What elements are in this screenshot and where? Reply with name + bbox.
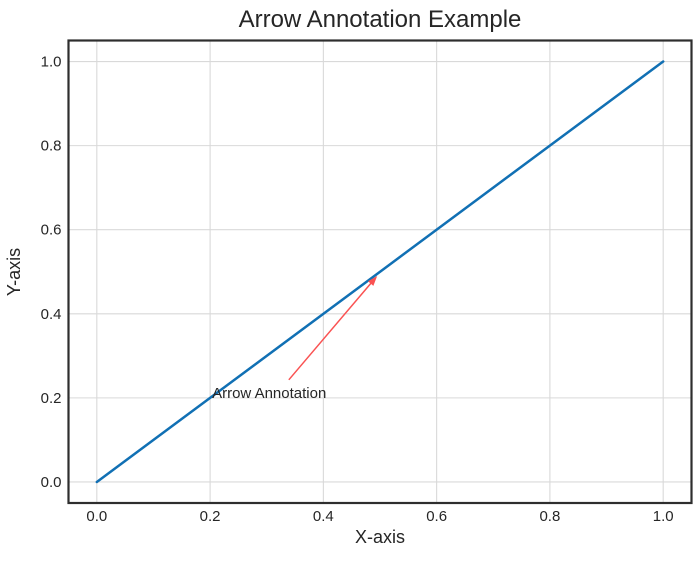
y-tick-label: 0.0 — [41, 474, 62, 491]
annotation-layer: Arrow Annotation — [212, 275, 378, 402]
x-tick-label: 0.6 — [426, 508, 447, 525]
plot-frame — [67, 39, 693, 505]
ticklabel-layer: 0.0 0.2 0.4 0.6 0.8 1.0 0.0 0.2 0.4 0.6 0.8 1.0 — [41, 54, 674, 525]
y-tick-label: 1.0 — [41, 54, 62, 71]
annotation-text: Arrow Annotation — [212, 385, 326, 402]
y-tick-label: 0.8 — [41, 138, 62, 155]
x-axis-label: X-axis — [355, 527, 405, 547]
annotation-arrow-head — [368, 275, 378, 286]
y-tick-label: 0.4 — [41, 306, 62, 323]
x-tick-label: 0.2 — [200, 508, 221, 525]
x-tick-label: 0.8 — [539, 508, 560, 525]
series-layer — [95, 60, 665, 484]
y-axis-label: Y-axis — [4, 248, 24, 296]
data-line — [95, 60, 665, 484]
x-tick-label: 0.0 — [86, 508, 107, 525]
y-tick-label: 0.6 — [41, 222, 62, 239]
x-tick-label: 0.4 — [313, 508, 334, 525]
x-tick-label: 1.0 — [653, 508, 674, 525]
annotation-arrow-shaft — [288, 280, 374, 381]
chart-title: Arrow Annotation Example — [239, 6, 522, 33]
frame-layer — [67, 39, 693, 505]
y-tick-label: 0.2 — [41, 390, 62, 407]
grid-layer — [68, 40, 692, 503]
